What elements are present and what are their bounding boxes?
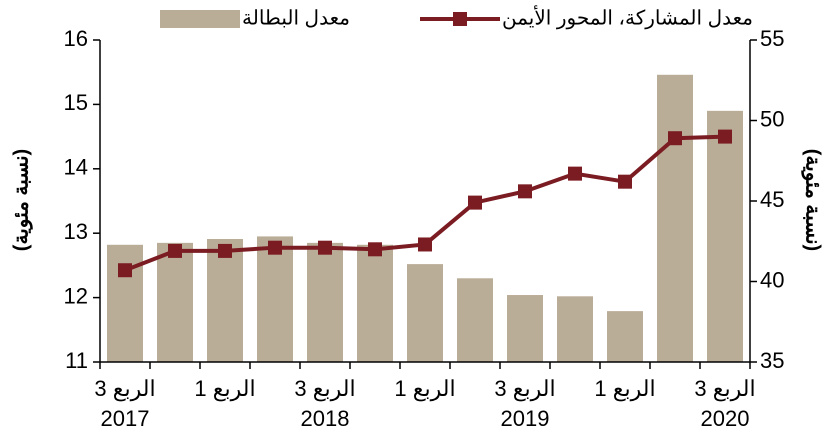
y-tick-label: 16 xyxy=(64,26,88,51)
line-marker xyxy=(718,129,732,144)
bar xyxy=(707,110,743,362)
y2-tick-label: 35 xyxy=(760,348,784,373)
y-tick-label: 14 xyxy=(64,155,88,180)
line-marker xyxy=(668,131,682,146)
x-tick-label: الربع 3 xyxy=(694,376,755,402)
line-marker xyxy=(368,242,382,257)
line-marker xyxy=(418,237,432,252)
x-tick-label: الربع 1 xyxy=(194,376,255,402)
y-tick-label: 11 xyxy=(65,348,88,373)
line-marker xyxy=(568,166,582,181)
x-tick-label: الربع 3 xyxy=(94,376,155,402)
x-year-label: 2018 xyxy=(301,406,350,431)
line-marker xyxy=(218,243,232,258)
bar xyxy=(457,278,493,362)
bar xyxy=(107,244,143,362)
y-tick-label: 15 xyxy=(64,90,88,115)
bar xyxy=(307,242,343,362)
y2-tick-label: 50 xyxy=(760,106,784,131)
y2-tick-label: 55 xyxy=(760,26,784,51)
bar xyxy=(207,238,243,362)
x-tick-label: الربع 3 xyxy=(294,376,355,402)
x-tick-label: الربع 1 xyxy=(594,376,655,402)
bar xyxy=(607,311,643,362)
bar xyxy=(157,242,193,362)
bar xyxy=(357,244,393,362)
line-marker xyxy=(518,184,532,199)
x-year-label: 2019 xyxy=(501,406,550,431)
x-year-label: 2020 xyxy=(701,406,750,431)
y-tick-label: 12 xyxy=(64,283,88,308)
line-marker xyxy=(118,263,132,278)
x-tick-label: الربع 1 xyxy=(394,376,455,402)
bar xyxy=(257,236,293,362)
legend-label: معدل المشاركة، المحور الأيمن xyxy=(502,4,753,29)
bar xyxy=(657,74,693,362)
line-marker xyxy=(268,240,282,255)
y2-tick-label: 40 xyxy=(760,267,784,292)
bar xyxy=(557,296,593,362)
bar xyxy=(407,264,443,362)
x-tick-label: الربع 3 xyxy=(494,376,555,402)
line-marker xyxy=(618,174,632,189)
legend-marker xyxy=(453,12,467,26)
legend-swatch xyxy=(160,10,240,28)
bar xyxy=(507,295,543,362)
legend-label: معدل البطالة xyxy=(242,7,350,29)
line-marker xyxy=(168,243,182,258)
y2-axis-title: (نسبة مئوية) xyxy=(801,149,824,251)
x-year-label: 2017 xyxy=(101,406,150,431)
line-marker xyxy=(318,240,332,255)
y2-tick-label: 45 xyxy=(760,187,784,212)
line-marker xyxy=(468,195,482,210)
y-tick-label: 13 xyxy=(64,219,88,244)
y-axis-title: (نسبة مئوية) xyxy=(10,149,33,251)
